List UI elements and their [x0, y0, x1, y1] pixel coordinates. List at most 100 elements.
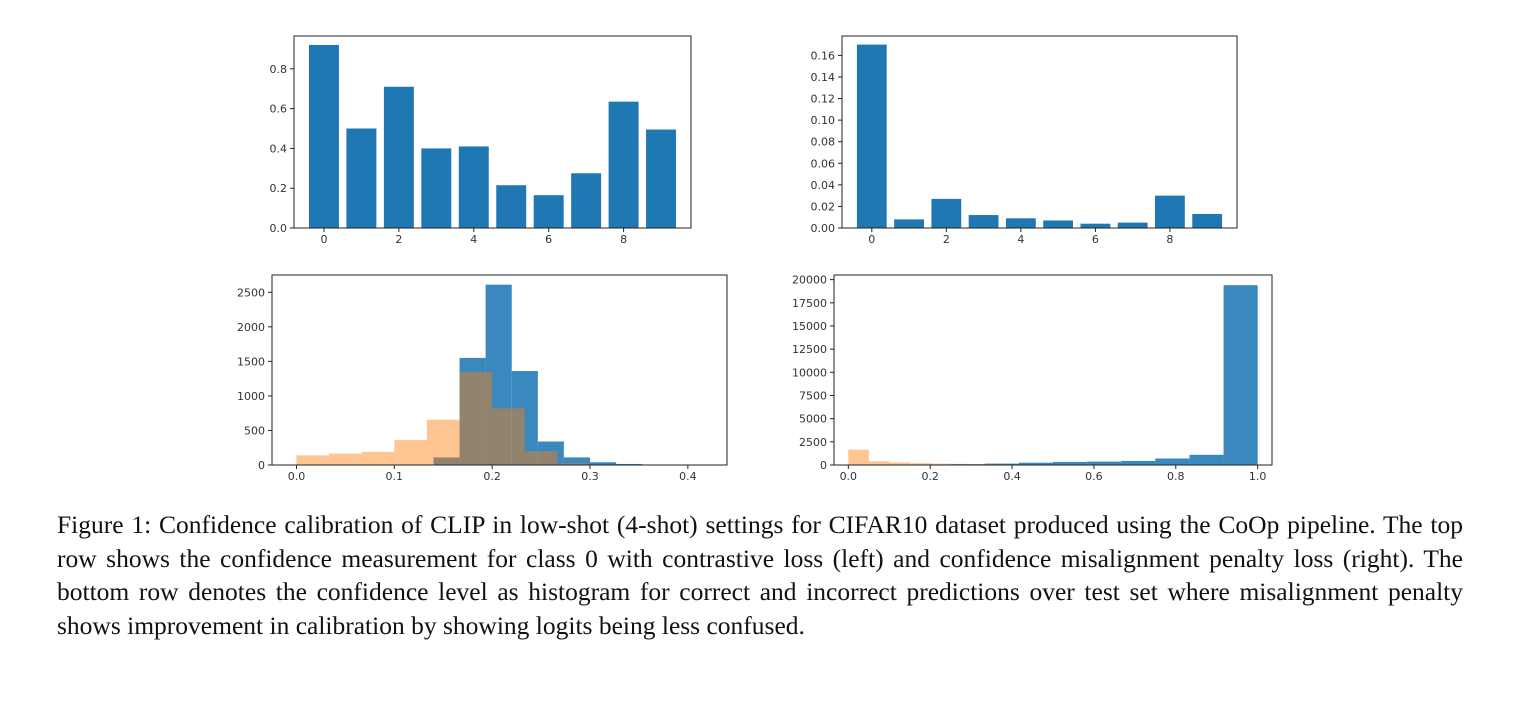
x-tick-label: 0.4	[679, 470, 697, 483]
y-tick-label: 0.00	[811, 222, 836, 235]
hist-bin-incorrect	[930, 463, 951, 465]
y-tick-label: 20000	[792, 274, 827, 287]
bar	[1005, 218, 1036, 228]
y-tick-label: 0.06	[811, 157, 836, 170]
hist-bin-incorrect	[394, 440, 427, 465]
x-tick-label: 0	[868, 233, 875, 246]
y-tick-label: 2500	[799, 436, 827, 449]
x-tick-label: 2	[395, 233, 402, 246]
x-tick-label: 0.8	[1167, 470, 1185, 483]
bar	[968, 215, 999, 228]
hist-bin-incorrect	[950, 463, 972, 465]
plot-frame	[841, 35, 1238, 229]
y-tick-label: 15000	[792, 320, 827, 333]
hist-bin-correct	[1223, 285, 1258, 465]
bar	[383, 86, 414, 228]
y-tick-label: 5000	[799, 413, 827, 426]
y-tick-label: 0.04	[811, 179, 836, 192]
y-tick-label: 0.4	[270, 142, 288, 155]
hist-bin-incorrect	[329, 453, 362, 465]
hist-bin-incorrect	[426, 419, 460, 465]
bar	[1080, 223, 1111, 228]
bar	[346, 128, 377, 228]
x-tick-label: 0	[320, 233, 327, 246]
y-tick-label: 0.10	[811, 114, 836, 127]
hist-bin-correct	[1155, 458, 1190, 465]
hist-bin-correct	[1053, 461, 1088, 465]
hist-bin-correct	[984, 463, 1019, 465]
x-tick-label: 4	[470, 233, 477, 246]
hist-bin-correct	[537, 441, 564, 465]
bar	[421, 148, 452, 228]
hist-bin-incorrect	[524, 451, 558, 465]
x-tick-label: 0.2	[921, 470, 939, 483]
hist-bin-incorrect	[296, 455, 330, 465]
chart-3: 0.0 0.1 0.2 0.3 0.4 0 500 1000 1500 2000 2500	[237, 274, 728, 483]
y-tick-label: 0.16	[811, 49, 836, 62]
hist-bin-incorrect	[868, 461, 890, 465]
y-tick-label: 0.14	[811, 71, 836, 84]
x-tick-label: 4	[1017, 233, 1024, 246]
figure-caption: Figure 1: Confidence calibration of CLIP…	[57, 510, 1463, 640]
y-tick-label: 7500	[799, 389, 827, 402]
y-tick-label: 12500	[792, 343, 827, 356]
bar	[533, 195, 564, 228]
bar	[458, 146, 489, 228]
bar	[308, 44, 339, 228]
plot-frame	[293, 35, 692, 229]
y-tick-label: 0.08	[811, 136, 836, 149]
hist-bin-correct	[563, 457, 591, 465]
x-tick-label: 8	[1166, 233, 1173, 246]
hist-bin-correct	[616, 463, 643, 465]
chart-4: 0.0 0.2 0.4 0.6 0.8 1.0 0 2500 5000 7500 10000 1250…	[792, 274, 1273, 483]
hist-bin-correct	[590, 462, 617, 465]
hist-bin-correct	[1121, 460, 1156, 465]
x-tick-label: 1.0	[1249, 470, 1267, 483]
bar	[1117, 222, 1148, 228]
y-tick-label: 0.2	[270, 182, 288, 195]
plot-frame	[271, 274, 728, 466]
x-tick-label: 0.0	[840, 470, 858, 483]
x-tick-label: 2	[943, 233, 950, 246]
x-tick-label: 6	[545, 233, 552, 246]
bar	[1192, 213, 1223, 228]
hist-bin-correct	[485, 284, 512, 465]
hist-bin-incorrect	[459, 372, 493, 465]
y-tick-label: 17500	[792, 297, 827, 310]
hist-bin-incorrect	[848, 449, 869, 465]
bar	[856, 44, 887, 229]
hist-bin-correct	[459, 357, 486, 465]
chart-2: 0 2 4 6 8 0.00 0.02 0.04 0.06 0.08 0.10 0.12 0.14 0.1…	[811, 35, 1238, 246]
bar	[646, 129, 677, 228]
bar	[1155, 195, 1185, 228]
x-tick-label: 0.0	[288, 470, 306, 483]
y-tick-label: 0.0	[270, 222, 288, 235]
y-tick-label: 0.02	[811, 200, 836, 213]
bar	[894, 219, 924, 228]
x-tick-label: 8	[620, 233, 627, 246]
y-tick-label: 1000	[237, 390, 265, 403]
bar	[608, 101, 639, 228]
x-tick-label: 0.1	[386, 470, 404, 483]
hist-bin-correct	[511, 371, 538, 465]
hist-bin-incorrect	[361, 451, 395, 465]
y-tick-label: 500	[244, 424, 265, 437]
bar	[931, 198, 962, 228]
hist-bin-incorrect	[909, 463, 931, 465]
bar	[571, 173, 602, 228]
plot-frame	[833, 274, 1273, 466]
hist-bin-correct	[1018, 462, 1053, 465]
x-tick-label: 0.2	[483, 470, 501, 483]
y-tick-label: 2500	[237, 286, 265, 299]
x-tick-label: 6	[1092, 233, 1099, 246]
y-tick-label: 0	[820, 459, 827, 472]
hist-bin-correct	[1189, 454, 1224, 465]
chart-1: 0 2 4 6 8 0.0 0.2 0.4 0.6 0.8	[270, 35, 692, 246]
hist-bin-correct	[1087, 461, 1122, 465]
x-tick-label: 0.4	[1003, 470, 1021, 483]
hist-bin-incorrect	[889, 462, 910, 465]
y-tick-label: 0.6	[270, 103, 288, 116]
y-tick-label: 0	[258, 459, 265, 472]
x-tick-label: 0.3	[581, 470, 599, 483]
